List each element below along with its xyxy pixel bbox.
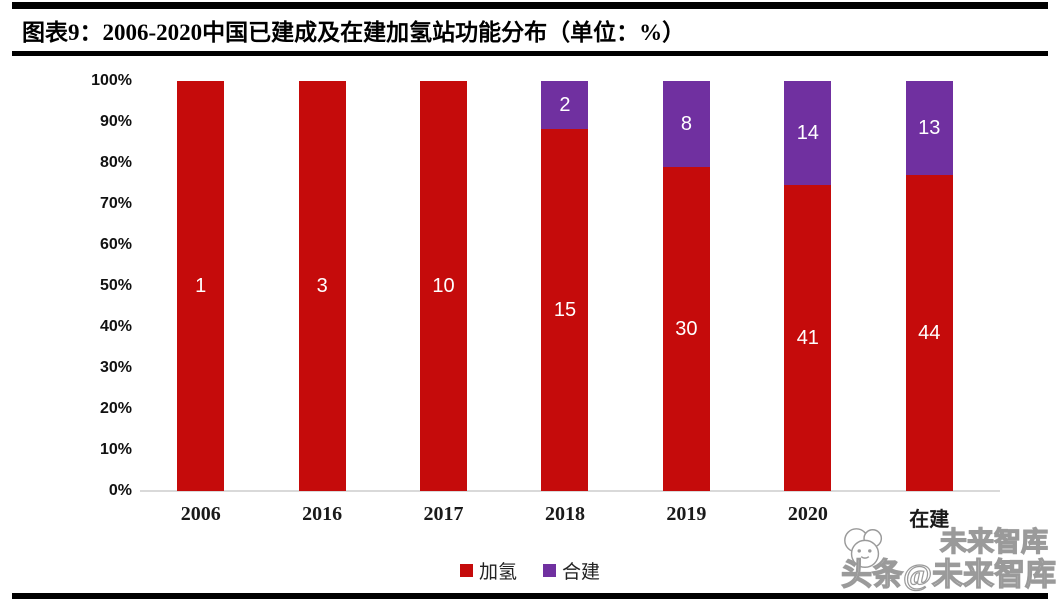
bar-column-2006: 1 [140,81,261,491]
value-label: 15 [553,299,577,322]
stacked-bar-2019: 8 30 [662,81,710,491]
value-label: 2 [559,94,571,117]
legend-label: 加氢 [478,562,517,583]
bar-column-2020: 14 41 [747,81,868,491]
y-tick-label: 0% [108,482,132,499]
title-underline-rule [12,51,1048,56]
segment-合建-2019: 8 [662,81,710,168]
value-label: 41 [796,327,819,350]
y-tick-label: 60% [99,236,132,253]
value-label: 10 [432,275,455,297]
segment-加氢-在建: 44 [905,174,953,491]
segment-合建-在建: 13 [905,81,953,175]
x-tick-label-在建: 在建 [909,509,950,531]
y-tick-label: 50% [99,277,132,294]
y-tick-label: 40% [99,318,132,335]
bar-column-2019: 8 30 [626,81,747,491]
legend-label: 合建 [562,562,601,583]
segment-加氢-2006: 1 [177,81,225,491]
legend-swatch-icon [459,564,473,577]
x-tick-label-2017: 2017 [423,503,464,525]
bar-plot-area: 1 3 10 2 15 8 30 14 41 13 44 [140,81,990,491]
top-rule [12,2,1048,9]
legend-item-合建: 合建 [543,557,600,584]
stacked-bar-2020: 14 41 [784,81,832,491]
value-label: 3 [316,275,328,297]
y-tick-label: 80% [99,154,132,171]
y-axis: 100% 90% 80% 70% 60% 50% 40% 30% 20% 10% 0% [60,72,132,499]
bar-column-2016: 3 [261,81,382,491]
value-label: 44 [918,321,941,344]
value-label: 13 [918,116,941,139]
segment-加氢-2018: 15 [541,129,589,491]
y-tick-label: 30% [99,359,132,376]
value-label: 30 [675,318,698,341]
bottom-rule [12,593,1048,599]
value-label: 14 [796,122,819,145]
legend-item-加氢: 加氢 [459,557,517,584]
y-tick-label: 70% [99,195,132,212]
x-axis-baseline [140,490,1000,492]
x-tick-label-2020: 2020 [787,503,828,525]
x-axis-labels: 2006 2016 2017 2018 2019 2020 在建 [140,503,990,532]
chart-legend: 加氢 合建 [0,557,1060,584]
segment-加氢-2016: 3 [298,81,346,491]
y-tick-label: 20% [99,400,132,417]
segment-合建-2018: 2 [541,81,589,130]
y-tick-label: 90% [99,113,132,130]
bar-column-2017: 10 [383,81,504,491]
y-tick-label: 10% [99,441,132,458]
legend-swatch-icon [543,564,556,577]
bar-column-2018: 2 15 [504,81,625,491]
bar-column-在建: 13 44 [869,81,990,491]
segment-合建-2020: 14 [784,81,832,186]
value-label: 8 [680,113,692,136]
segment-加氢-2017: 10 [420,81,468,491]
segment-加氢-2020: 41 [784,185,832,491]
x-tick-label-2006: 2006 [180,503,221,525]
stacked-bar-2016: 3 [298,81,346,491]
figure-title: 图表9：2006-2020中国已建成及在建加氢站功能分布（单位：%） [22,20,686,45]
segment-加氢-2019: 30 [662,167,710,491]
x-tick-label-2018: 2018 [544,503,585,525]
stacked-bar-2017: 10 [420,81,468,491]
stacked-bar-2018: 2 15 [541,81,589,491]
stacked-bar-在建: 13 44 [905,81,953,491]
stacked-bar-2006: 1 [177,81,225,491]
x-tick-label-2016: 2016 [302,503,343,525]
y-tick-label: 100% [91,72,132,89]
x-tick-label-2019: 2019 [666,503,707,525]
value-label: 1 [195,275,207,297]
